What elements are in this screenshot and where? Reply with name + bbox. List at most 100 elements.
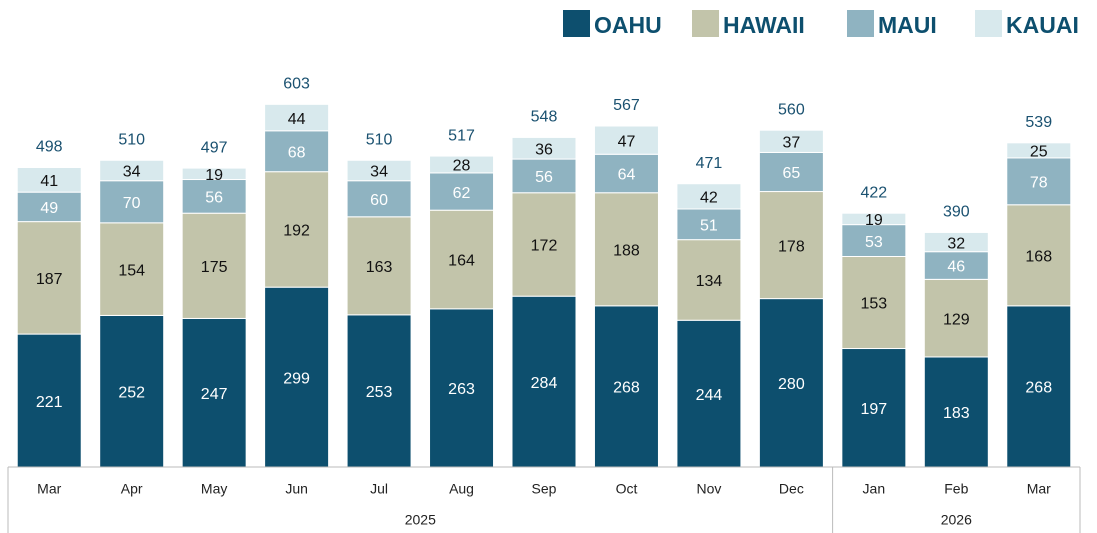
data-label: 34	[370, 164, 388, 181]
x-tick-label: Feb	[944, 481, 968, 497]
bar-segment	[511, 192, 577, 297]
data-label: 221	[36, 394, 63, 411]
data-label: 164	[448, 253, 475, 270]
bar-segment	[676, 239, 742, 321]
total-label: 510	[366, 131, 393, 148]
bar-segment	[511, 158, 577, 194]
data-label: 51	[700, 218, 718, 235]
bar-segment	[181, 317, 247, 468]
bar-segment	[676, 208, 742, 241]
bar-segment	[346, 314, 412, 468]
x-tick-label: Mar	[37, 481, 61, 497]
bar-segment	[511, 136, 577, 160]
bar-segment	[841, 256, 907, 350]
data-label: 268	[1025, 380, 1052, 397]
data-label: 34	[123, 164, 141, 181]
bar-segment	[16, 333, 82, 468]
data-label: 197	[860, 401, 887, 418]
data-label: 280	[778, 376, 805, 393]
bar-segment	[676, 319, 742, 468]
data-label: 284	[531, 375, 558, 392]
data-label: 68	[288, 144, 306, 161]
x-tick-label: Sep	[532, 481, 557, 497]
bar-segment	[676, 183, 742, 210]
bar-segment	[923, 356, 989, 468]
bar-segment	[841, 212, 907, 226]
data-label: 70	[123, 195, 141, 212]
data-label: 60	[370, 192, 388, 209]
data-label: 78	[1030, 175, 1048, 192]
data-label: 41	[40, 173, 58, 190]
legend-swatch	[563, 10, 590, 37]
data-label: 37	[782, 135, 800, 152]
x-tick-label: Oct	[616, 481, 638, 497]
legend-swatch	[692, 10, 719, 37]
bar-segment	[181, 167, 247, 181]
data-label: 64	[618, 167, 636, 184]
data-label: 44	[288, 111, 306, 128]
total-label: 517	[448, 127, 475, 144]
data-label: 53	[865, 234, 883, 251]
data-label: 47	[618, 133, 636, 150]
data-label: 244	[696, 387, 723, 404]
bar-segment	[429, 155, 495, 174]
data-label: 268	[613, 380, 640, 397]
data-label: 62	[453, 185, 471, 202]
bar-segment	[923, 251, 989, 280]
data-label: 42	[700, 190, 718, 207]
legend-swatch	[975, 10, 1002, 37]
bar-segment	[593, 125, 659, 155]
total-label: 498	[36, 139, 63, 156]
data-label: 25	[1030, 144, 1048, 161]
legend-label: HAWAII	[723, 12, 805, 38]
legend-swatch	[847, 10, 874, 37]
x-tick-label: Jul	[370, 481, 388, 497]
bar-segment	[346, 180, 412, 218]
total-label: 548	[531, 109, 558, 126]
bar-segment	[841, 224, 907, 257]
bar-segment	[1006, 204, 1072, 307]
x-tick-label: Aug	[449, 481, 474, 497]
x-tick-label: Nov	[696, 481, 721, 497]
total-label: 471	[696, 155, 723, 172]
x-tick-label: Dec	[779, 481, 804, 497]
data-label: 129	[943, 311, 970, 328]
bar-segment	[923, 278, 989, 358]
data-label: 65	[782, 165, 800, 182]
bar-segment	[346, 159, 412, 182]
bar-segment	[429, 209, 495, 310]
data-label: 175	[201, 259, 228, 276]
x-tick-label: Mar	[1027, 481, 1051, 497]
total-label: 560	[778, 101, 805, 118]
bar-segment	[758, 151, 824, 193]
data-label: 154	[118, 262, 145, 279]
data-label: 153	[860, 296, 887, 313]
data-label: 134	[696, 273, 723, 290]
data-label: 19	[205, 167, 223, 184]
legend-label: KAUAI	[1006, 12, 1079, 38]
total-label: 497	[201, 139, 228, 156]
x-tick-label: Jan	[863, 481, 886, 497]
x-tick-label: May	[201, 481, 227, 497]
bar-segment	[264, 103, 330, 132]
data-label: 263	[448, 381, 475, 398]
data-label: 36	[535, 141, 553, 158]
bar-segment	[758, 298, 824, 468]
total-label: 603	[283, 76, 310, 93]
bar-segment	[99, 159, 165, 182]
data-label: 252	[118, 384, 145, 401]
bar-segment	[593, 305, 659, 468]
bar-segment	[99, 314, 165, 468]
data-label: 49	[40, 200, 58, 217]
total-label: 567	[613, 97, 640, 114]
bar-segment	[1006, 142, 1072, 159]
data-label: 56	[205, 190, 223, 207]
bar-segment	[1006, 305, 1072, 468]
total-label: 422	[860, 184, 887, 201]
total-label: 510	[118, 131, 145, 148]
bar-segment	[429, 308, 495, 468]
group-label: 2025	[405, 512, 436, 528]
bar-segment	[593, 153, 659, 194]
data-label: 168	[1025, 249, 1052, 266]
data-label: 28	[453, 158, 471, 175]
